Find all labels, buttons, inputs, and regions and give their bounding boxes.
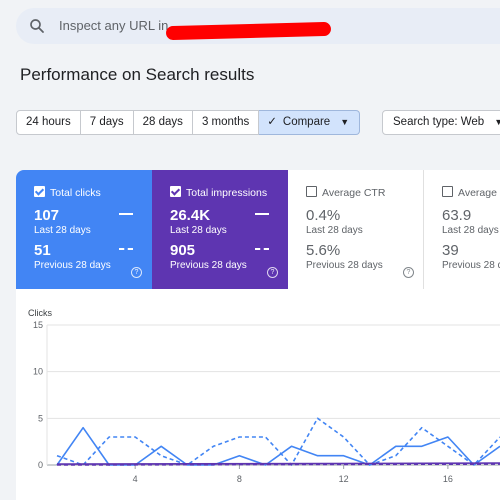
y-tick-label: 0: [38, 460, 43, 470]
dropdown-arrow-icon: ▼: [340, 117, 350, 127]
performance-chart: Clicks 0 5 10 15 4 8 12 16: [16, 289, 500, 500]
y-tick-label: 15: [33, 320, 43, 330]
compare-button[interactable]: ✓ Compare ▼: [259, 110, 361, 135]
metric-current-value: 63.9: [442, 207, 472, 224]
checkbox-unchecked-icon[interactable]: [306, 186, 317, 197]
metric-label: Average CTR: [322, 187, 386, 199]
metric-previous-period: Previous 28 days: [170, 260, 247, 271]
redaction-mark: [165, 21, 332, 41]
metric-current-value: 26.4K: [170, 207, 211, 224]
x-tick-label: 12: [339, 474, 349, 484]
help-icon[interactable]: ?: [267, 267, 278, 278]
metric-current-value: 0.4%: [306, 207, 341, 224]
series-line-3: [56, 463, 500, 466]
x-tick-label: 16: [443, 474, 453, 484]
top-bar: Inspect any URL in: [0, 0, 500, 52]
date-range-selector: 24 hours 7 days 28 days 3 months ✓ Compar…: [16, 110, 361, 135]
x-tick-label: 4: [133, 474, 138, 484]
solid-line-legend-icon: [255, 213, 269, 215]
dashed-line-legend-icon: [119, 248, 133, 250]
metric-current-period: Last 28 days: [34, 225, 91, 236]
checkbox-unchecked-icon[interactable]: [442, 186, 453, 197]
chart-canvas: Clicks 0 5 10 15 4 8 12 16: [28, 308, 500, 484]
dashed-line-legend-icon: [255, 248, 269, 250]
metric-previous-value: 51: [34, 242, 51, 259]
metric-current-period: Last 28 days: [170, 225, 227, 236]
range-28-days[interactable]: 28 days: [133, 110, 193, 135]
y-tick-label: 10: [33, 367, 43, 377]
help-icon[interactable]: ?: [403, 267, 414, 278]
metric-previous-period: Previous 28 days: [442, 260, 500, 271]
metric-label: Average po: [458, 187, 500, 199]
metric-card-average-position[interactable]: Average po 63.9 Last 28 days 39 Previous…: [424, 170, 500, 289]
metric-current-value: 107: [34, 207, 60, 224]
metric-card-total-clicks[interactable]: Total clicks 107 Last 28 days 51 Previou…: [16, 170, 152, 289]
url-inspection-search[interactable]: Inspect any URL in: [16, 8, 500, 44]
solid-line-legend-icon: [119, 213, 133, 215]
series-line-2: [56, 462, 500, 465]
compare-label: Compare: [282, 116, 331, 128]
checkbox-checked-icon[interactable]: [34, 186, 45, 197]
range-3-months[interactable]: 3 months: [192, 110, 260, 135]
dropdown-arrow-icon: ▼: [494, 117, 500, 127]
x-tick-label: 8: [237, 474, 242, 484]
metric-card-total-impressions[interactable]: Total impressions 26.4K Last 28 days 905…: [152, 170, 288, 289]
metric-card-average-ctr[interactable]: Average CTR 0.4% Last 28 days 5.6% Previ…: [288, 170, 424, 289]
metric-previous-period: Previous 28 days: [34, 260, 111, 271]
y-axis-label: Clicks: [28, 308, 52, 318]
metric-cards: Total clicks 107 Last 28 days 51 Previou…: [16, 170, 500, 289]
metric-label: Total impressions: [186, 187, 268, 199]
page-title: Performance on Search results: [20, 65, 255, 84]
checkbox-checked-icon[interactable]: [170, 186, 181, 197]
search-type-filter[interactable]: Search type: Web ▼: [382, 110, 500, 135]
metric-current-period: Last 28 days: [442, 225, 499, 236]
metric-label: Total clicks: [50, 187, 101, 199]
check-icon: ✓: [267, 116, 277, 128]
search-icon: [30, 19, 44, 33]
search-input[interactable]: Inspect any URL in: [59, 18, 169, 33]
range-7-days[interactable]: 7 days: [80, 110, 134, 135]
series-line-0: [56, 426, 500, 466]
series-line-1: [56, 417, 500, 466]
help-icon[interactable]: ?: [131, 267, 142, 278]
metric-previous-value: 39: [442, 242, 459, 259]
y-tick-label: 5: [38, 413, 43, 423]
metric-previous-value: 905: [170, 242, 196, 259]
metric-current-period: Last 28 days: [306, 225, 363, 236]
range-24-hours[interactable]: 24 hours: [16, 110, 81, 135]
search-type-label: Search type: Web: [393, 116, 485, 128]
metric-previous-period: Previous 28 days: [306, 260, 383, 271]
metric-previous-value: 5.6%: [306, 242, 341, 259]
